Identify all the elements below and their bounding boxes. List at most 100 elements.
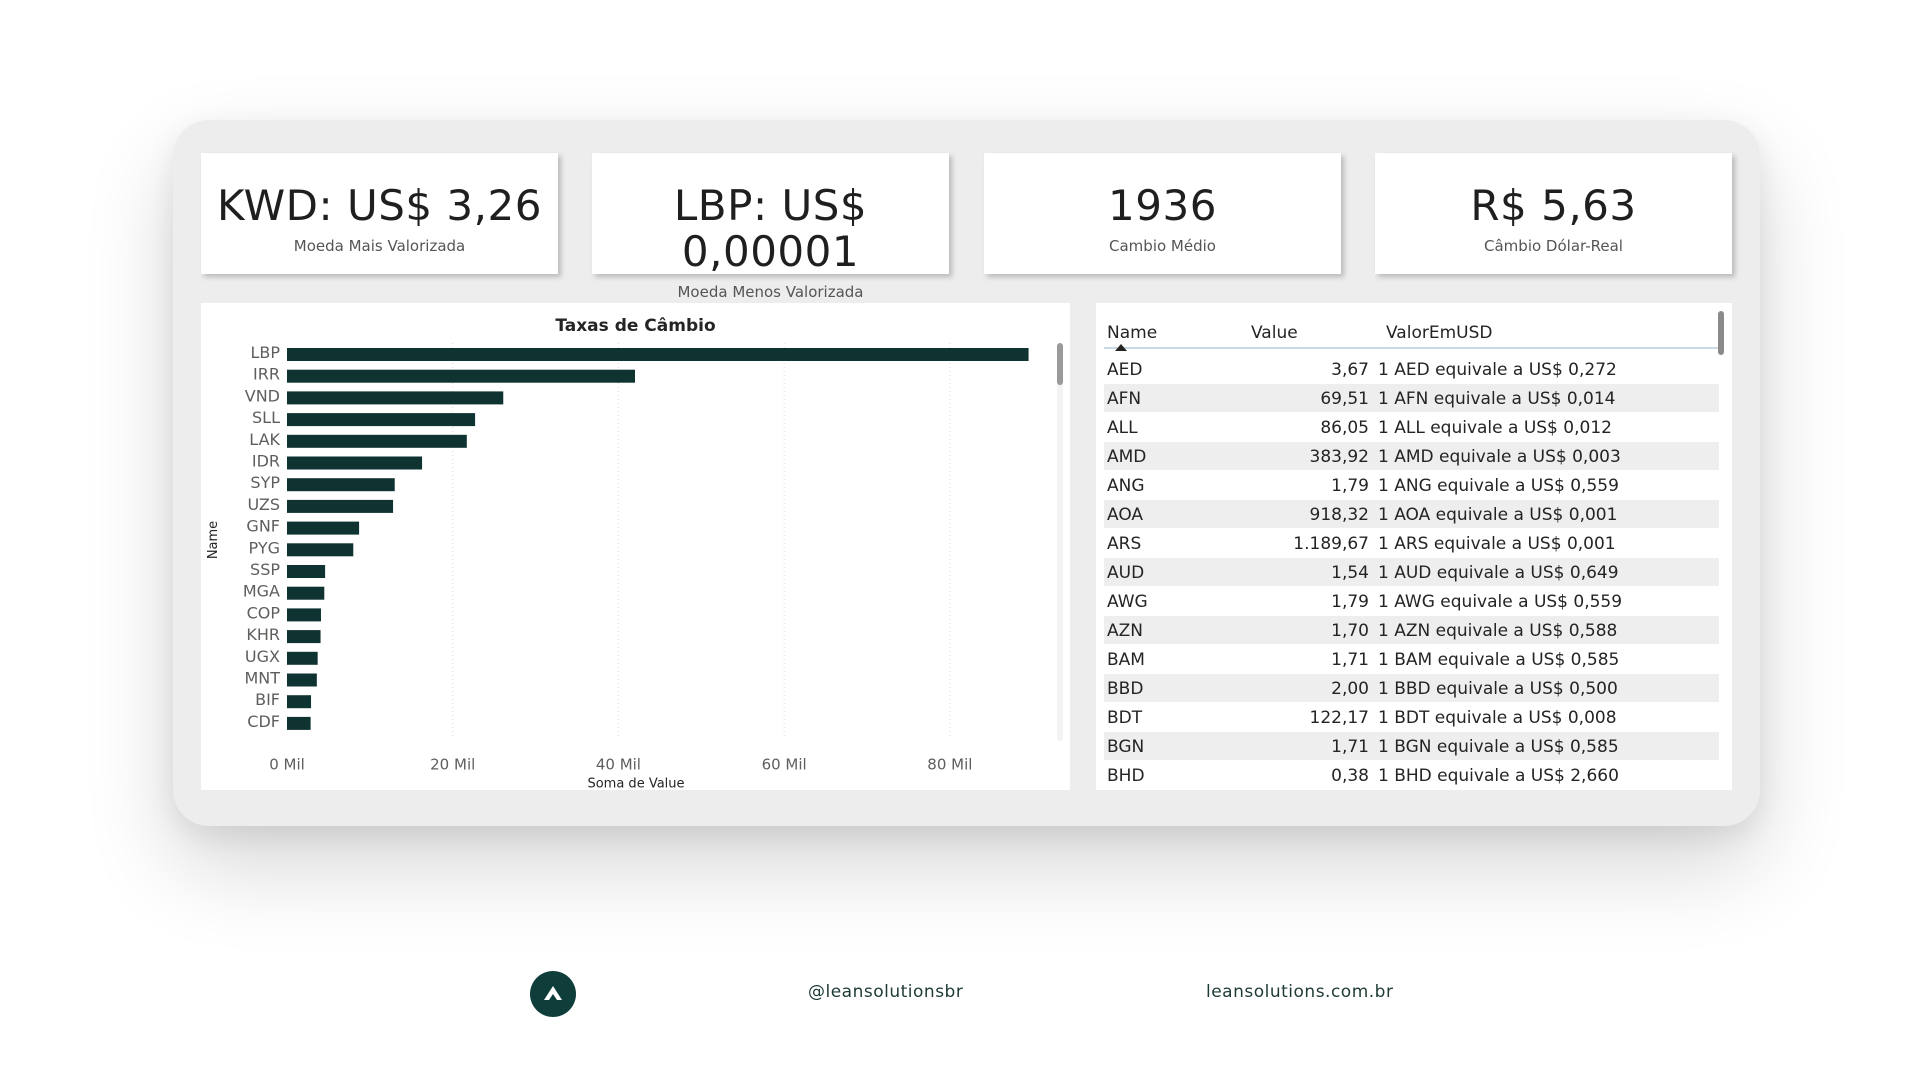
table-row[interactable]: ARS 1.189,67 1 ARS equivale a US$ 0,001 — [1104, 529, 1719, 557]
sort-ascending-icon[interactable] — [1115, 344, 1127, 351]
table-cell-name: AZN — [1107, 621, 1143, 641]
kpi-label: Moeda Mais Valorizada — [293, 237, 466, 255]
table-row[interactable]: ANG 1,79 1 ANG equivale a US$ 0,559 — [1104, 471, 1719, 499]
kpi-label: Cambio Médio — [1109, 237, 1216, 255]
table-cell-valoremusd: 1 ANG equivale a US$ 0,559 — [1378, 476, 1619, 496]
y-category-label: COP — [247, 603, 281, 622]
exchange-rate-table[interactable]: Name Value ValorEmUSD AED 3,67 1 AED equiv… — [1096, 303, 1732, 790]
bar-ugx[interactable] — [287, 651, 318, 665]
column-header-valoremusd[interactable]: ValorEmUSD — [1386, 323, 1493, 343]
kpi-card-dollar-real[interactable]: R$ 5,63 Câmbio Dólar-Real — [1375, 153, 1732, 274]
kpi-value: 1936 — [1108, 181, 1217, 230]
bar-vnd[interactable] — [287, 391, 504, 405]
social-handle[interactable]: @leansolutionsbr — [808, 982, 964, 1002]
table-scrollbar-thumb[interactable] — [1718, 311, 1724, 355]
bar-lak[interactable] — [287, 434, 467, 448]
column-header-value[interactable]: Value — [1251, 323, 1298, 343]
x-tick-label: 40 Mil — [596, 756, 641, 774]
bar-uzs[interactable] — [287, 499, 394, 513]
table-row[interactable]: AWG 1,79 1 AWG equivale a US$ 0,559 — [1104, 587, 1719, 615]
table-cell-value: 383,92 — [1309, 447, 1369, 467]
bar-cop[interactable] — [287, 608, 321, 622]
table-cell-value: 2,00 — [1331, 679, 1369, 699]
chart-scrollbar-track[interactable] — [1057, 343, 1063, 741]
column-header-name[interactable]: Name — [1107, 323, 1158, 343]
table-row[interactable]: BDT 122,17 1 BDT equivale a US$ 0,008 — [1104, 703, 1719, 731]
table-cell-valoremusd: 1 AZN equivale a US$ 0,588 — [1378, 621, 1618, 641]
table-cell-name: BBD — [1107, 679, 1144, 699]
table-cell-valoremusd: 1 AWG equivale a US$ 0,559 — [1378, 592, 1623, 612]
y-category-label: BIF — [255, 690, 280, 709]
table-cell-name: ARS — [1107, 534, 1142, 554]
bar-gnf[interactable] — [287, 521, 360, 535]
y-category-label: MNT — [244, 669, 280, 688]
table-cell-name: AMD — [1107, 447, 1147, 467]
website-link[interactable]: leansolutions.com.br — [1206, 982, 1394, 1002]
bar-mnt[interactable] — [287, 673, 317, 687]
kpi-card-most-valued[interactable]: KWD: US$ 3,26 Moeda Mais Valorizada — [201, 153, 558, 274]
logo-mark-icon — [544, 986, 562, 1000]
table-cell-name: BHD — [1107, 766, 1145, 786]
table-row[interactable]: AMD 383,92 1 AMD equivale a US$ 0,003 — [1104, 442, 1719, 470]
x-tick-label: 20 Mil — [430, 756, 475, 774]
y-category-label: IDR — [252, 452, 280, 471]
table-row[interactable]: AED 3,67 1 AED equivale a US$ 0,272 — [1104, 355, 1719, 383]
leansolutions-logo — [530, 971, 576, 1017]
y-category-label: GNF — [246, 517, 280, 536]
table-row[interactable]: BGN 1,71 1 BGN equivale a US$ 0,585 — [1104, 732, 1719, 760]
table-cell-name: AWG — [1107, 592, 1148, 612]
table-cell-valoremusd: 1 AFN equivale a US$ 0,014 — [1378, 389, 1616, 409]
table-row[interactable]: ALL 86,05 1 ALL equivale a US$ 0,012 — [1104, 413, 1719, 441]
table-cell-valoremusd: 1 AED equivale a US$ 0,272 — [1378, 360, 1617, 380]
table-cell-valoremusd: 1 ALL equivale a US$ 0,012 — [1378, 418, 1612, 438]
bar-sll[interactable] — [287, 413, 476, 427]
bar-idr[interactable] — [287, 456, 423, 470]
table-row[interactable]: AZN 1,70 1 AZN equivale a US$ 0,588 — [1104, 616, 1719, 644]
chart-title: Taxas de Câmbio — [555, 316, 716, 336]
table-cell-name: ALL — [1107, 418, 1138, 438]
table-cell-value: 1,71 — [1331, 737, 1369, 757]
kpi-value: R$ 5,63 — [1470, 181, 1637, 230]
bar-lbp[interactable] — [287, 348, 1029, 361]
kpi-value: KWD: US$ 3,26 — [217, 181, 542, 230]
kpi-card-least-valued[interactable]: LBP: US$ 0,00001 Moeda Menos Valorizada — [592, 153, 949, 301]
table-row[interactable]: AFN 69,51 1 AFN equivale a US$ 0,014 — [1104, 384, 1719, 412]
table-cell-valoremusd: 1 AUD equivale a US$ 0,649 — [1378, 563, 1619, 583]
bar-khr[interactable] — [287, 630, 321, 644]
bar-bif[interactable] — [287, 695, 312, 709]
table-cell-valoremusd: 1 BAM equivale a US$ 0,585 — [1378, 650, 1620, 670]
y-category-label: CDF — [247, 712, 280, 731]
y-category-label: KHR — [246, 625, 280, 644]
x-tick-label: 80 Mil — [927, 756, 972, 774]
table-cell-valoremusd: 1 BGN equivale a US$ 0,585 — [1378, 737, 1619, 757]
kpi-label: Moeda Menos Valorizada — [677, 283, 864, 301]
bar-cdf[interactable] — [287, 716, 311, 730]
y-category-label: MGA — [243, 582, 280, 601]
bar-syp[interactable] — [287, 478, 395, 492]
table-row[interactable]: AUD 1,54 1 AUD equivale a US$ 0,649 — [1104, 558, 1719, 586]
bar-mga[interactable] — [287, 586, 325, 600]
table-cell-value: 1.189,67 — [1293, 534, 1369, 554]
table-row[interactable]: BAM 1,71 1 BAM equivale a US$ 0,585 — [1104, 645, 1719, 673]
table-row[interactable]: AOA 918,32 1 AOA equivale a US$ 0,001 — [1104, 500, 1719, 528]
table-cell-name: BAM — [1107, 650, 1145, 670]
x-axis-title: Soma de Value — [587, 777, 684, 790]
kpi-label: Câmbio Dólar-Real — [1484, 237, 1623, 255]
table-cell-value: 1,70 — [1331, 621, 1369, 641]
bar-irr[interactable] — [287, 369, 635, 383]
table-cell-name: ANG — [1107, 476, 1145, 496]
table-cell-valoremusd: 1 ARS equivale a US$ 0,001 — [1378, 534, 1616, 554]
table-row[interactable]: BHD 0,38 1 BHD equivale a US$ 2,660 — [1104, 761, 1719, 789]
table-cell-valoremusd: 1 BHD equivale a US$ 2,660 — [1378, 766, 1619, 786]
table-row[interactable]: BBD 2,00 1 BBD equivale a US$ 0,500 — [1104, 674, 1719, 702]
y-axis-title: Name — [206, 521, 221, 559]
bar-pyg[interactable] — [287, 543, 354, 557]
table-cell-name: BDT — [1107, 708, 1143, 728]
kpi-card-average-rate[interactable]: 1936 Cambio Médio — [984, 153, 1341, 274]
table-cell-value: 918,32 — [1309, 505, 1369, 525]
chart-scrollbar-thumb[interactable] — [1057, 343, 1063, 385]
exchange-rate-chart[interactable]: Taxas de Câmbio 0 Mil 20 Mil 40 Mil 60 Mil 8… — [201, 303, 1070, 790]
table-cell-name: AOA — [1107, 505, 1144, 525]
table-cell-valoremusd: 1 AOA equivale a US$ 0,001 — [1378, 505, 1618, 525]
bar-ssp[interactable] — [287, 565, 326, 578]
